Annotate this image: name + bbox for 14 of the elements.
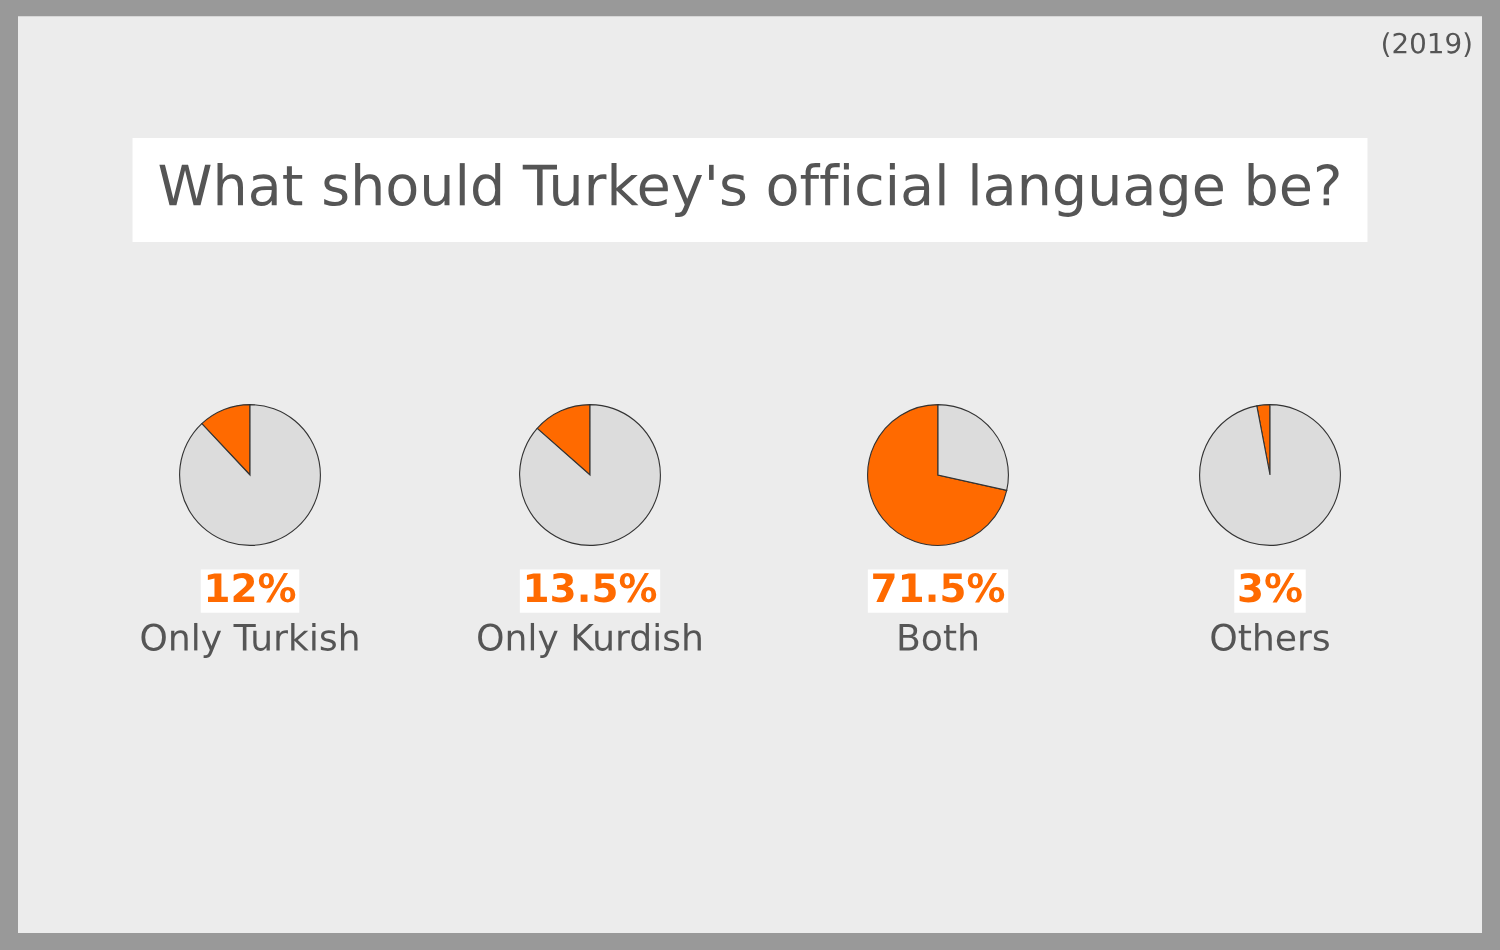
pie-slice (1199, 404, 1341, 546)
text: Only Turkish (141, 622, 358, 658)
text: Both (899, 622, 977, 651)
pie-slice (867, 404, 1008, 546)
pie-slice (519, 404, 661, 546)
pie-slice (179, 404, 321, 546)
text: 13.5% (526, 573, 657, 603)
text: 12% (207, 573, 296, 603)
text: What should Turkey's official language be? (159, 163, 1339, 217)
text: (2019) (1383, 32, 1471, 57)
text: Others (1211, 622, 1329, 651)
text: 71.5% (873, 573, 1005, 603)
text: Only Kurdish (478, 622, 701, 658)
text: 3% (1239, 573, 1302, 603)
